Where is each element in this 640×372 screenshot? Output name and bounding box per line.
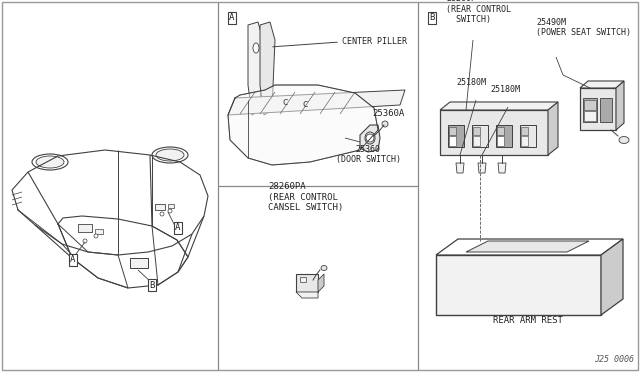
Bar bbox=[520, 125, 536, 147]
Bar bbox=[600, 98, 612, 122]
Text: c: c bbox=[282, 97, 288, 107]
Bar bbox=[497, 127, 504, 135]
Bar bbox=[580, 88, 616, 130]
Polygon shape bbox=[601, 239, 623, 315]
Polygon shape bbox=[478, 163, 486, 173]
Bar bbox=[78, 224, 92, 232]
Text: A: A bbox=[229, 13, 235, 22]
Polygon shape bbox=[440, 102, 558, 110]
Polygon shape bbox=[456, 163, 464, 173]
Polygon shape bbox=[248, 22, 263, 115]
Bar bbox=[584, 100, 596, 110]
Text: 28260P
(REAR CONTROL
  SWITCH): 28260P (REAR CONTROL SWITCH) bbox=[446, 0, 511, 24]
Polygon shape bbox=[466, 241, 589, 252]
Bar bbox=[449, 136, 456, 146]
Circle shape bbox=[94, 234, 98, 238]
Polygon shape bbox=[318, 274, 324, 292]
Bar bbox=[300, 277, 306, 282]
Bar bbox=[296, 274, 318, 292]
Bar bbox=[496, 125, 512, 147]
Text: REAR ARM REST: REAR ARM REST bbox=[493, 316, 563, 325]
Bar bbox=[95, 229, 103, 234]
Ellipse shape bbox=[156, 149, 184, 161]
Text: A: A bbox=[70, 256, 76, 264]
Text: 25360A: 25360A bbox=[372, 109, 404, 118]
Bar bbox=[440, 110, 548, 155]
Polygon shape bbox=[580, 81, 624, 88]
Polygon shape bbox=[296, 292, 318, 298]
Bar bbox=[472, 125, 488, 147]
Text: 25360
(DOOR SWITCH): 25360 (DOOR SWITCH) bbox=[335, 145, 401, 164]
Bar bbox=[521, 127, 528, 135]
Text: CENTER PILLER: CENTER PILLER bbox=[342, 38, 407, 46]
Text: 25490M
(POWER SEAT SWITCH): 25490M (POWER SEAT SWITCH) bbox=[536, 17, 631, 37]
Text: A: A bbox=[175, 224, 180, 232]
Ellipse shape bbox=[32, 154, 68, 170]
Bar bbox=[448, 125, 464, 147]
Bar bbox=[168, 204, 174, 208]
Polygon shape bbox=[548, 102, 558, 155]
Polygon shape bbox=[360, 125, 380, 152]
Ellipse shape bbox=[152, 147, 188, 163]
Text: B: B bbox=[429, 13, 435, 22]
Bar bbox=[155, 204, 165, 210]
Circle shape bbox=[366, 134, 374, 142]
Ellipse shape bbox=[321, 266, 327, 270]
Bar bbox=[130, 258, 148, 268]
Polygon shape bbox=[228, 85, 378, 165]
Text: 25180M: 25180M bbox=[490, 85, 520, 94]
Text: 28260PA
(REAR CONTROL
CANSEL SWITCH): 28260PA (REAR CONTROL CANSEL SWITCH) bbox=[268, 182, 343, 212]
Bar bbox=[521, 136, 528, 146]
Bar bbox=[473, 127, 480, 135]
Ellipse shape bbox=[253, 43, 259, 53]
Bar bbox=[473, 136, 480, 146]
Polygon shape bbox=[260, 22, 275, 115]
Circle shape bbox=[160, 212, 164, 216]
Ellipse shape bbox=[36, 156, 64, 168]
Text: J25 0006: J25 0006 bbox=[594, 355, 634, 364]
Text: c: c bbox=[302, 99, 308, 109]
Bar bbox=[583, 98, 597, 122]
Polygon shape bbox=[228, 90, 405, 115]
Polygon shape bbox=[436, 239, 623, 255]
Ellipse shape bbox=[619, 137, 629, 144]
Text: 25180M: 25180M bbox=[456, 78, 486, 87]
Circle shape bbox=[83, 239, 87, 243]
Ellipse shape bbox=[365, 132, 375, 144]
Bar bbox=[497, 136, 504, 146]
Circle shape bbox=[168, 209, 172, 213]
Circle shape bbox=[382, 121, 388, 127]
Bar bbox=[436, 255, 601, 315]
Polygon shape bbox=[616, 81, 624, 130]
Polygon shape bbox=[498, 163, 506, 173]
Bar bbox=[449, 127, 456, 135]
Bar bbox=[584, 111, 596, 121]
Text: B: B bbox=[149, 280, 155, 289]
